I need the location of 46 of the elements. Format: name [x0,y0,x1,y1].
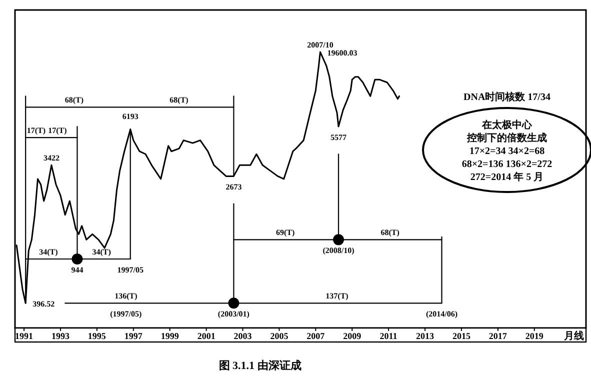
annotation: 在太极中心 [481,119,533,131]
annotation: 控制下的倍数生成 [466,132,547,144]
x-tick-label: 2003 [234,331,252,341]
x-tick-label: 1993 [52,331,70,341]
annotation: 68×2=136 136×2=272 [462,159,552,170]
x-tick-label: 2019 [525,331,544,341]
x-tick-label: 1997 [124,331,143,341]
text: 图 3.1.1 由深证成 [218,359,302,372]
annotation: 272=2014 年 5 月 [470,171,544,183]
annotation: 19600.03 [327,48,358,58]
annotation: 944 [71,266,84,274]
x-tick-label: 2011 [380,331,398,341]
annotation: 17(T) [26,126,46,136]
annotation: 34(T) [39,248,58,256]
annotation: (1997/05) [110,310,142,319]
annotation: 69(T) [276,228,296,238]
x-axis-title: 月线 [563,330,584,342]
x-tick-label: 2001 [197,331,216,341]
x-tick-label: 1999 [160,331,180,341]
annotation: 2673 [226,182,242,192]
annotation: 136(T) [114,292,138,301]
x-tick-label: 1991 [15,331,34,341]
annotation: 34(T) [92,248,112,256]
annotation: 17×2=34 34×2=68 [469,146,545,157]
annotation: 5577 [330,133,346,142]
x-tick-label: 2005 [270,331,289,341]
annotation: (2008/10) [322,246,355,256]
annotation: 396.52 [32,300,55,309]
annotation: 68(T) [64,96,84,105]
x-tick-label: 2015 [452,331,471,341]
annotation: 1997/05 [117,266,144,274]
annotation: 137(T) [326,292,349,301]
annotation: (2014/06) [426,310,458,319]
annotation: (2003/01) [218,310,250,319]
annotation: 2007/10 [307,40,334,50]
annotation: 17(T) [48,126,68,136]
x-tick-label: 2007 [306,331,326,341]
annotation: DNA时间核数 17/34 [464,91,550,103]
x-tick-label: 1995 [88,331,106,341]
x-tick-label: 2013 [416,331,435,341]
annotation: 68(T) [170,96,189,105]
annotation: 3422 [43,154,60,163]
x-tick-label: 2017 [488,331,508,341]
annotation: 6193 [122,112,138,121]
x-tick-label: 2009 [343,331,362,341]
annotation: 68(T) [380,228,400,238]
